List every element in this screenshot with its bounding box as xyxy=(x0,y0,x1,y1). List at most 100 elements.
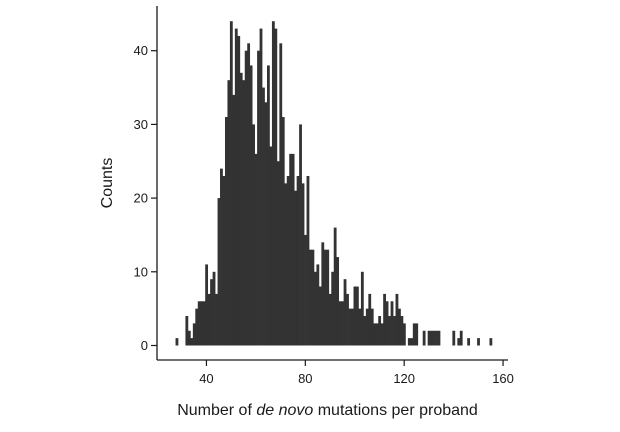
histogram-bar xyxy=(205,264,209,346)
x-tick-label: 40 xyxy=(199,371,213,386)
histogram-bar xyxy=(224,117,228,346)
histogram-bar xyxy=(212,271,216,346)
histogram-bar xyxy=(207,293,211,346)
x-axis-title-part: Number of xyxy=(177,402,256,419)
histogram-bars xyxy=(175,21,493,346)
histogram-bar xyxy=(210,279,213,346)
histogram-bar xyxy=(217,198,221,346)
histogram-bar xyxy=(227,80,231,346)
y-axis-title: Counts xyxy=(99,158,116,209)
histogram-bar xyxy=(373,323,377,346)
histogram-bar xyxy=(378,316,382,346)
histogram-bar xyxy=(309,249,312,346)
histogram-bar xyxy=(311,249,315,346)
histogram-bar xyxy=(336,257,340,346)
y-tick-label: 20 xyxy=(134,191,148,206)
histogram-bar xyxy=(459,330,463,346)
histogram-bar xyxy=(318,286,322,346)
histogram-bar xyxy=(301,183,305,346)
histogram-bar xyxy=(338,301,342,346)
histogram-bar xyxy=(289,153,293,346)
histogram-bar xyxy=(187,330,191,346)
x-tick-label: 80 xyxy=(298,371,312,386)
histogram-bar xyxy=(412,323,416,346)
histogram-bar xyxy=(274,28,278,346)
histogram-bar xyxy=(262,87,265,346)
histogram-bar xyxy=(279,43,283,346)
y-tick-label: 10 xyxy=(134,264,148,279)
histogram-bar xyxy=(353,286,357,346)
histogram-bar xyxy=(430,330,433,346)
histogram-bar xyxy=(281,117,285,346)
histogram-bar xyxy=(264,102,268,346)
histogram-bar xyxy=(427,330,431,346)
x-tick-label: 120 xyxy=(393,371,415,386)
histogram-bar xyxy=(190,338,194,346)
histogram-bar xyxy=(341,301,344,346)
histogram-bar xyxy=(370,308,374,346)
x-axis-title-part: de novo xyxy=(256,402,313,419)
histogram-bar xyxy=(269,146,273,346)
histogram-bar xyxy=(299,124,302,346)
histogram-bar xyxy=(383,293,386,346)
histogram-bar xyxy=(215,293,218,346)
histogram-bar xyxy=(358,308,362,346)
histogram-bar xyxy=(257,50,260,346)
histogram-bar xyxy=(457,338,461,346)
histogram-bar xyxy=(304,234,307,346)
histogram-bar xyxy=(328,293,332,346)
histogram-bar xyxy=(267,65,270,346)
histogram-bar xyxy=(363,316,367,346)
histogram-bar xyxy=(346,293,349,346)
histogram-bar xyxy=(276,161,280,346)
histogram-bar xyxy=(467,338,471,346)
histogram-bar xyxy=(331,271,335,346)
histogram-bar xyxy=(286,175,290,346)
histogram-bar xyxy=(390,301,394,346)
histogram-bar xyxy=(254,153,258,346)
histogram-bar xyxy=(296,175,300,346)
histogram-bar xyxy=(306,175,310,346)
histogram-bar xyxy=(477,338,480,346)
histogram-bar xyxy=(388,316,391,346)
histogram-bar xyxy=(291,153,295,346)
y-tick-label: 30 xyxy=(134,117,148,132)
histogram-bar xyxy=(229,21,233,346)
histogram-bar xyxy=(192,323,196,346)
histogram-bar xyxy=(313,271,317,346)
histogram-bar xyxy=(316,264,320,346)
histogram-bar xyxy=(348,308,352,346)
histogram-bar xyxy=(323,249,327,346)
histogram-bar xyxy=(247,43,251,346)
histogram-bar xyxy=(321,242,325,346)
histogram-bar xyxy=(489,338,493,346)
histogram-bar xyxy=(244,50,248,346)
histogram-bar xyxy=(195,308,199,346)
histogram-bar xyxy=(259,28,263,346)
histogram-bar xyxy=(410,338,414,346)
histogram-bar xyxy=(385,301,389,346)
histogram-bar xyxy=(200,301,204,346)
histogram-bar xyxy=(368,293,372,346)
histogram-bar xyxy=(326,249,330,346)
histogram-bar xyxy=(380,323,384,346)
histogram-bar xyxy=(452,330,456,346)
x-axis-title-part: mutations per proband xyxy=(313,402,478,419)
histogram-bar xyxy=(355,286,359,346)
histogram-bar xyxy=(333,227,337,346)
histogram-bar xyxy=(360,271,364,346)
y-tick-label: 40 xyxy=(134,43,148,58)
y-axis-ticks: 0 10 20 30 40 xyxy=(134,43,157,353)
histogram-bar xyxy=(234,28,238,346)
x-tick-label: 160 xyxy=(492,371,514,386)
histogram-bar xyxy=(351,308,354,346)
histogram-bar xyxy=(422,330,426,346)
histogram-bar xyxy=(175,338,179,346)
histogram-bar xyxy=(271,21,275,346)
histogram-bar xyxy=(402,323,406,346)
histogram-bar xyxy=(222,175,226,346)
histogram-bar xyxy=(343,279,347,346)
histogram-bar xyxy=(284,183,288,346)
histogram-bar xyxy=(393,316,396,346)
